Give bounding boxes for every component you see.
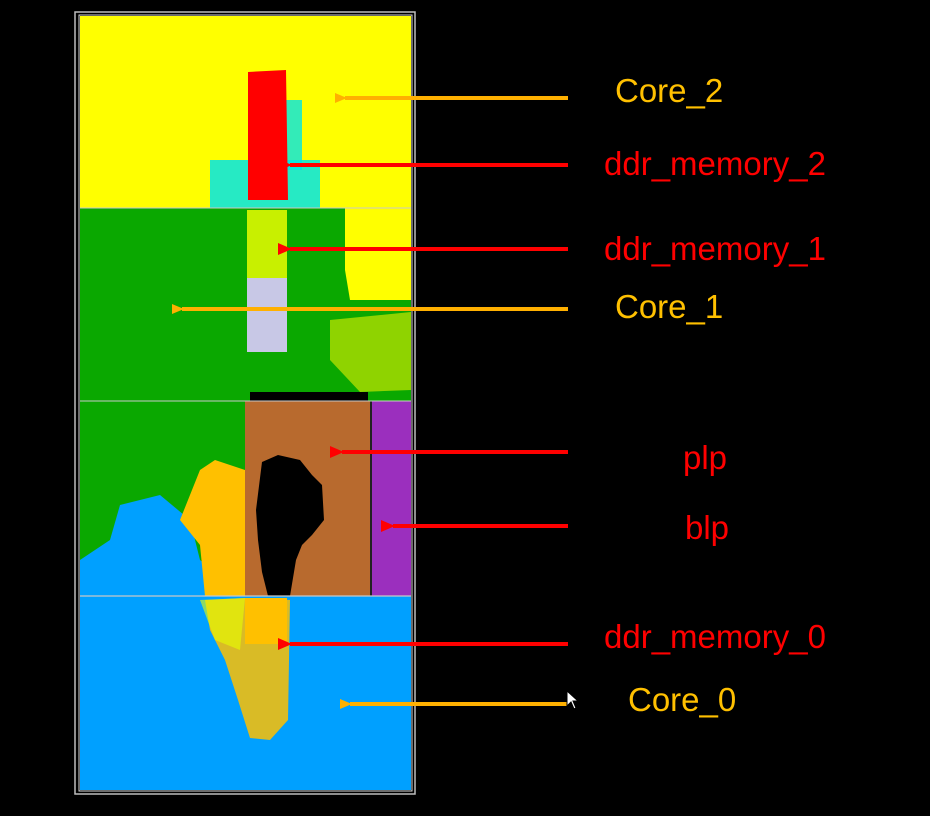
chip-outer-frame xyxy=(74,11,416,795)
label-core-2: Core_2 xyxy=(615,72,724,109)
blp-region xyxy=(371,401,411,596)
ddr-memory-0-region xyxy=(245,598,287,644)
black-strip-top xyxy=(250,392,368,402)
ddr-memory-1-top xyxy=(247,210,287,278)
label-ddr-memory-1: ddr_memory_1 xyxy=(604,230,826,267)
label-ddr-memory-0: ddr_memory_0 xyxy=(604,618,826,655)
yellow-speckle-1 xyxy=(330,312,411,392)
label-core-0: Core_0 xyxy=(628,681,737,718)
mouse-cursor-icon xyxy=(566,690,580,710)
ddr-memory-1-bottom xyxy=(247,278,287,352)
ddr-memory-2-region xyxy=(248,70,288,200)
label-core-1: Core_1 xyxy=(615,288,724,325)
chip-inner-frame xyxy=(78,14,413,792)
yellow-speckle-2 xyxy=(200,598,245,650)
label-ddr-memory-2: ddr_memory_2 xyxy=(604,145,826,182)
plp-black-blob xyxy=(256,455,324,596)
core-2-intrusion xyxy=(345,208,411,300)
label-blp: blp xyxy=(685,509,730,546)
ddr-0-spill xyxy=(180,460,245,596)
label-plp: plp xyxy=(683,439,728,476)
